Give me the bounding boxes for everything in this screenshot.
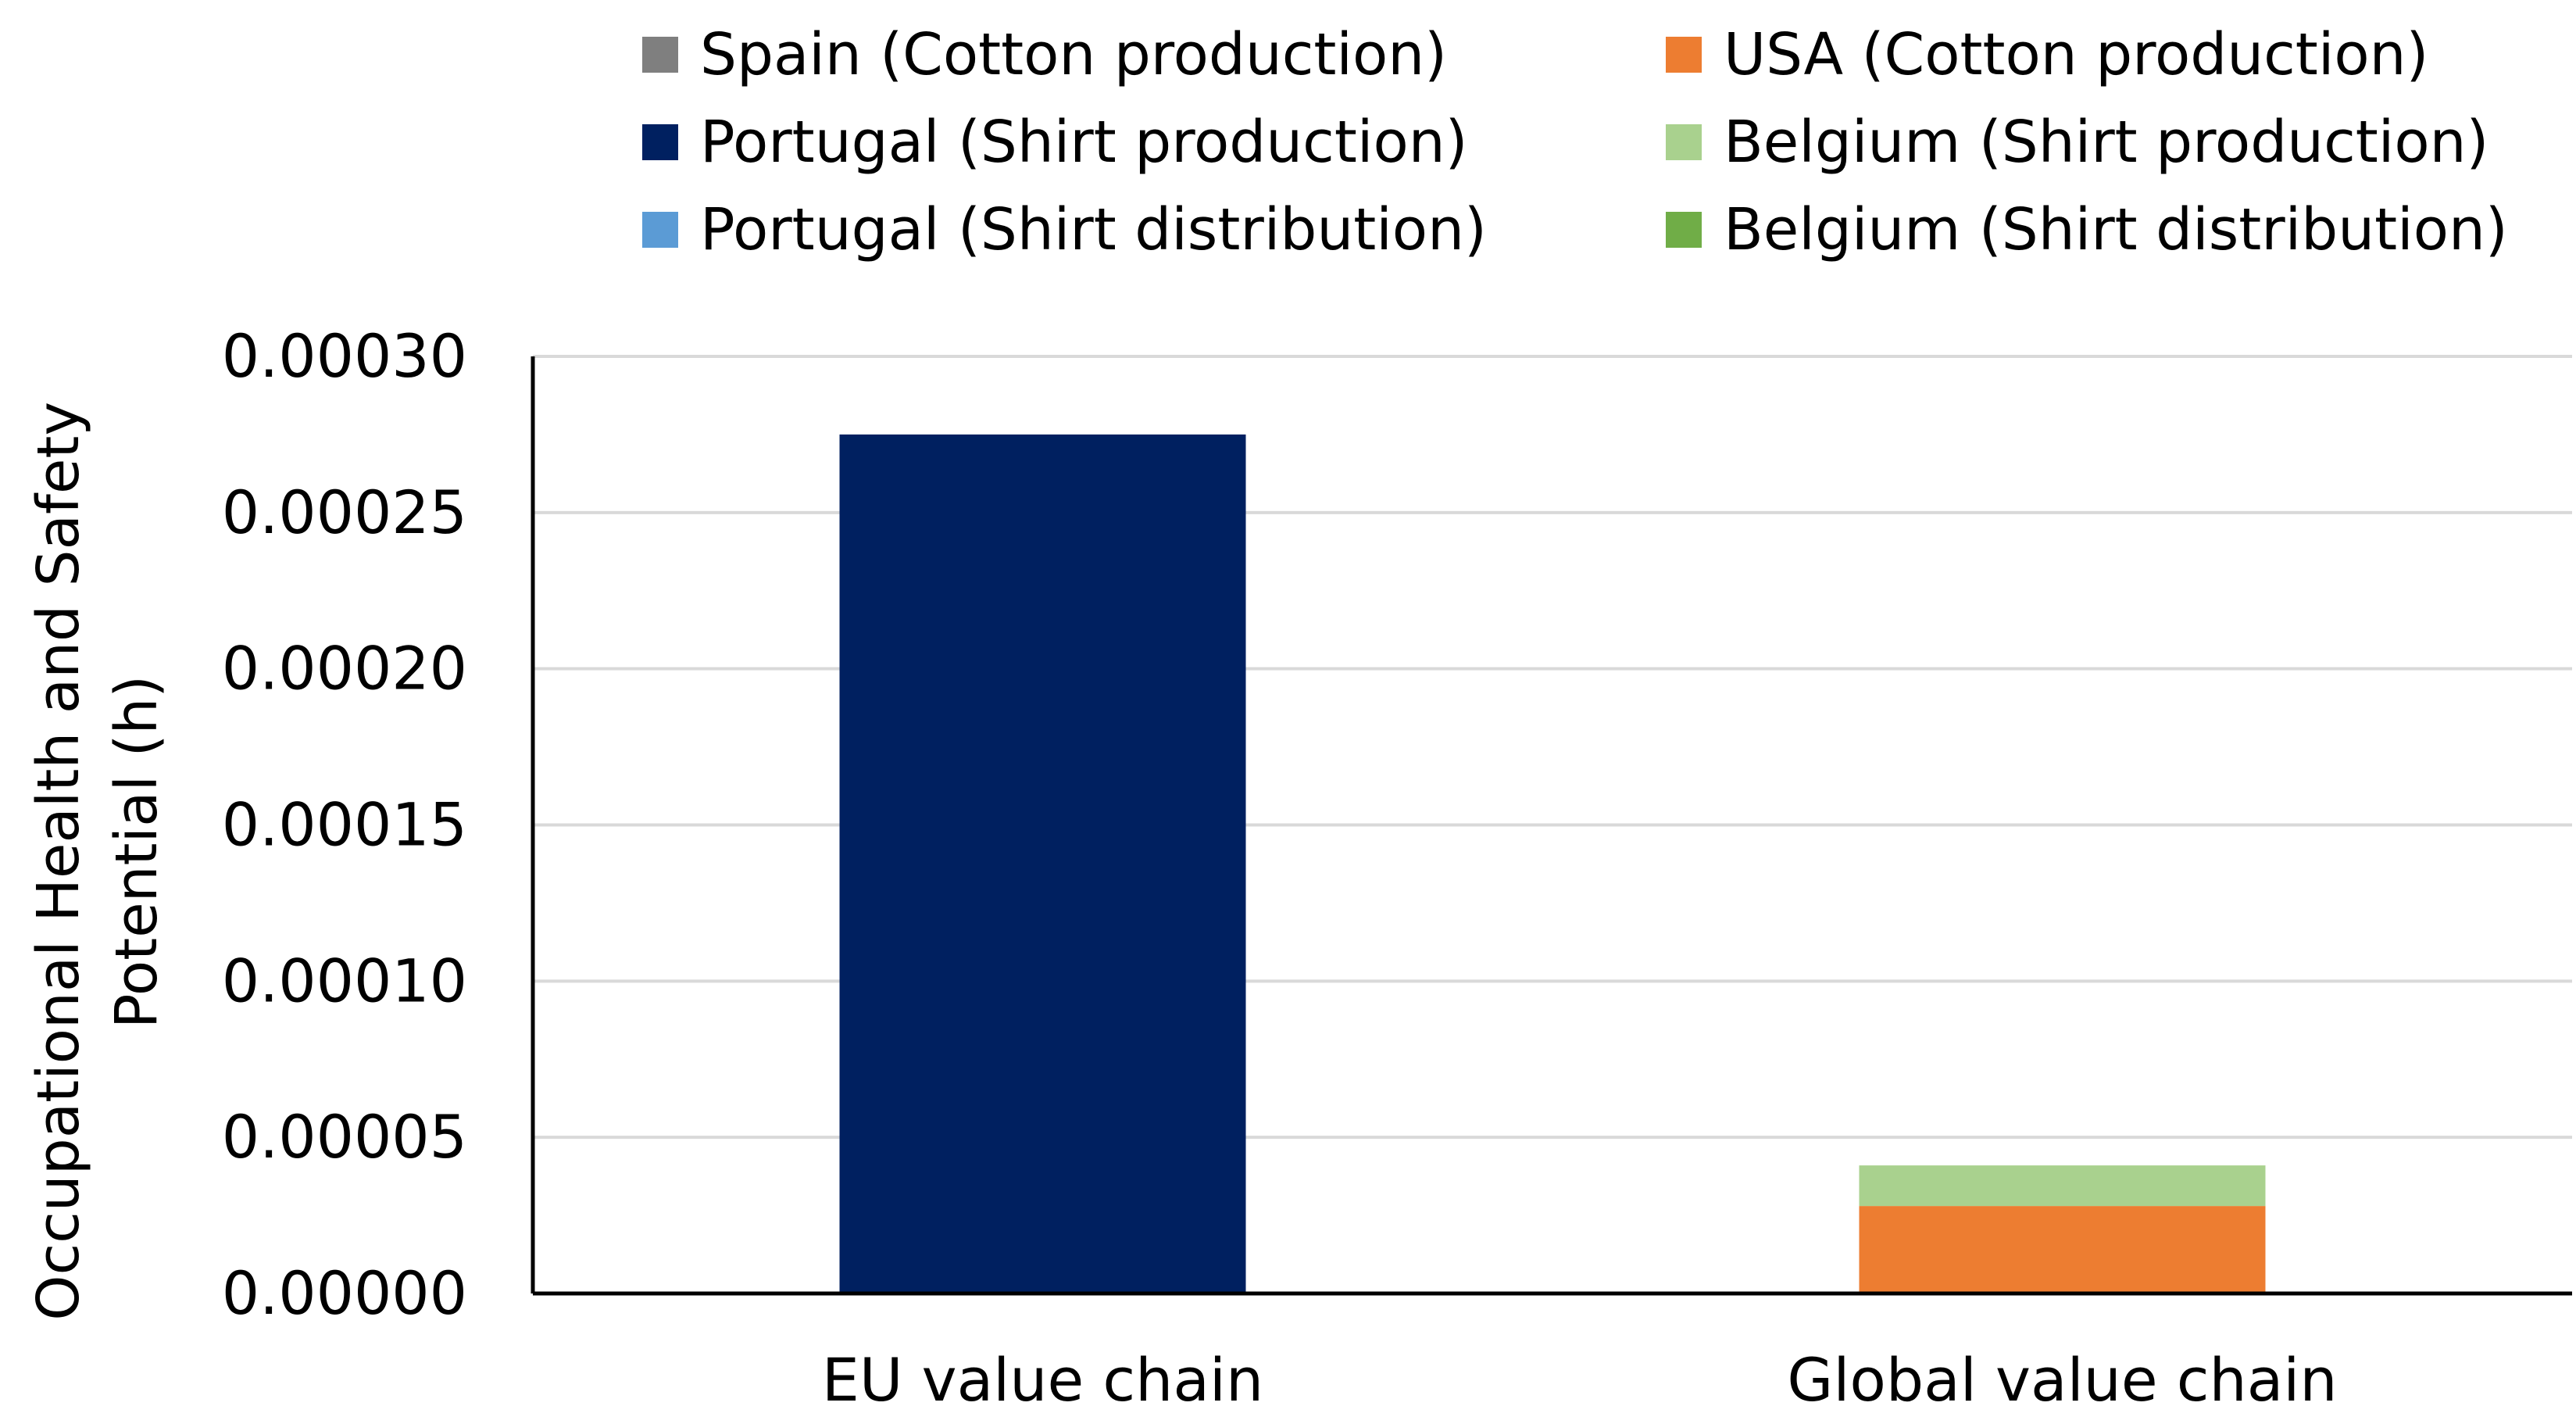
legend-item-portugal-shirt-distribution: Portugal (Shirt distribution) — [642, 191, 1487, 269]
y-tick-labels: 0.00000 0.00005 0.00010 0.00015 0.00020 0.000… — [222, 321, 467, 1328]
y-tick-label: 0.00010 — [222, 946, 467, 1015]
y-axis-label-line-2: Potential (h) — [103, 675, 170, 1029]
y-tick-label: 0.00030 — [222, 321, 467, 391]
legend-item-belgium-shirt-distribution: Belgium (Shirt distribution) — [1666, 191, 2508, 269]
legend-swatch — [1666, 37, 1702, 73]
legend-swatch — [1666, 124, 1702, 160]
legend-label: Belgium (Shirt production) — [1724, 109, 2489, 176]
legend-item-usa-cotton: USA (Cotton production) — [1666, 16, 2428, 94]
legend-swatch — [1666, 212, 1702, 248]
y-axis-label: Occupational Health and Safety Potential… — [25, 383, 170, 1321]
y-tick-label: 0.00020 — [222, 634, 467, 703]
y-tick-label: 0.00015 — [222, 790, 467, 860]
legend-label: Belgium (Shirt distribution) — [1724, 196, 2508, 263]
x-tick-labels: EU value chain Global value chain — [822, 1345, 2338, 1415]
chart-legend: Spain (Cotton production) USA (Cotton pr… — [642, 11, 2533, 277]
legend-item-portugal-shirt-production: Portugal (Shirt production) — [642, 103, 1468, 181]
legend-label: Portugal (Shirt distribution) — [700, 196, 1487, 263]
y-tick-label: 0.00005 — [222, 1102, 467, 1172]
gridlines — [533, 355, 2572, 1140]
bar-segment — [839, 434, 1246, 1293]
axes — [531, 356, 2572, 1296]
bar-segment — [1859, 1206, 2266, 1293]
legend-label: Portugal (Shirt production) — [700, 109, 1468, 176]
y-tick-label: 0.00000 — [222, 1258, 467, 1328]
x-tick-label: EU value chain — [822, 1345, 1263, 1415]
y-axis-label-line-1: Occupational Health and Safety — [25, 402, 92, 1321]
legend-swatch — [642, 124, 678, 160]
x-tick-label: Global value chain — [1787, 1345, 2337, 1415]
legend-item-belgium-shirt-production: Belgium (Shirt production) — [1666, 103, 2488, 181]
bars — [839, 434, 2266, 1293]
bar-segment — [1859, 1165, 2266, 1207]
y-tick-label: 0.00025 — [222, 478, 467, 547]
legend-label: USA (Cotton production) — [1724, 21, 2429, 88]
legend-swatch — [642, 212, 678, 248]
legend-item-spain-cotton: Spain (Cotton production) — [642, 16, 1447, 94]
legend-label: Spain (Cotton production) — [700, 21, 1448, 88]
legend-swatch — [642, 37, 678, 73]
